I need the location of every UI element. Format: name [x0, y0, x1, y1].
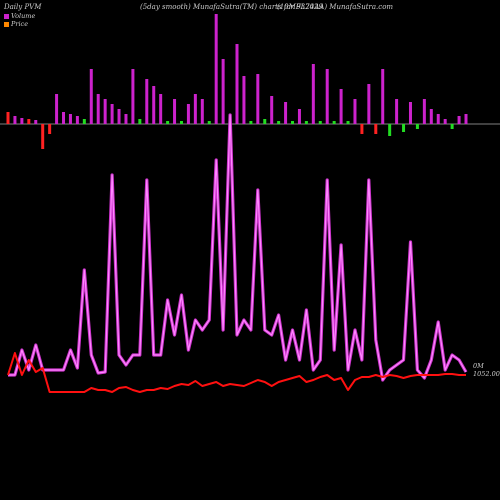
volume-bar: [214, 14, 218, 124]
volume-bar: [20, 118, 24, 124]
volume-bar: [367, 84, 371, 124]
header-center-right: (10MFL24AA) MunafaSutra.com: [277, 3, 394, 11]
volume-bar: [89, 69, 93, 124]
volume-bar: [402, 124, 406, 132]
volume-bar: [13, 116, 17, 124]
volume-axis-label: 0M: [473, 362, 484, 370]
volume-bar: [200, 99, 204, 124]
volume-line-inner: [8, 114, 467, 381]
volume-bar: [291, 121, 295, 124]
volume-bar: [429, 109, 433, 124]
volume-bar: [353, 99, 357, 124]
volume-bar: [193, 94, 197, 124]
volume-bar: [284, 102, 288, 124]
volume-bar: [374, 124, 378, 134]
volume-bar: [381, 69, 385, 124]
volume-bar: [34, 120, 38, 124]
volume-bar: [422, 99, 426, 124]
volume-bar: [395, 99, 399, 124]
volume-bar: [145, 79, 149, 124]
volume-bar: [464, 114, 468, 124]
volume-bar: [332, 121, 336, 124]
volume-bar: [311, 64, 315, 124]
volume-bar: [270, 96, 274, 124]
volume-bar: [55, 94, 59, 124]
legend-price: Price: [4, 20, 28, 28]
volume-bar: [304, 121, 308, 124]
legend-volume-label: Volume: [11, 12, 36, 20]
volume-bar: [68, 114, 72, 124]
volume-bar: [249, 121, 253, 124]
volume-bar: [179, 121, 183, 124]
volume-bar: [207, 121, 211, 124]
volume-bar: [325, 69, 329, 124]
volume-bar: [235, 44, 239, 124]
volume-bar: [277, 121, 281, 124]
volume-bar: [443, 119, 447, 124]
legend-price-swatch: [4, 21, 9, 27]
volume-bar: [263, 119, 267, 124]
volume-bar: [159, 94, 163, 124]
volume-bar: [297, 109, 301, 124]
volume-bar: [186, 104, 190, 124]
volume-bar: [27, 119, 31, 124]
volume-bar: [346, 121, 350, 124]
volume-bar: [75, 116, 79, 124]
volume-bar: [6, 112, 10, 124]
volume-bar: [110, 104, 114, 124]
volume-bar: [124, 114, 128, 124]
volume-line-outer: [8, 113, 468, 382]
header-left: Daily PVM: [4, 3, 42, 11]
price-axis-label: 1052.00: [473, 370, 500, 378]
volume-bar: [436, 114, 440, 124]
legend-price-label: Price: [11, 20, 29, 28]
volume-bar: [96, 94, 100, 124]
volume-bar: [103, 99, 107, 124]
volume-bar: [450, 124, 454, 129]
legend-volume-swatch: [4, 13, 9, 19]
volume-bar: [131, 69, 135, 124]
price-line: [7, 352, 466, 393]
volume-bar: [242, 76, 246, 124]
volume-bar: [221, 59, 225, 124]
volume-bar: [41, 124, 45, 149]
volume-bar: [173, 99, 177, 124]
volume-bar: [318, 121, 322, 124]
header-center-left: (5day smooth) MunafaSutra(TM) charts for…: [140, 3, 323, 11]
volume-bar: [388, 124, 392, 136]
volume-bar: [256, 74, 260, 124]
legend-volume: Volume: [4, 12, 35, 20]
volume-bar: [82, 119, 86, 124]
volume-bar: [48, 124, 52, 134]
volume-bar: [360, 124, 364, 134]
volume-bar: [457, 116, 461, 124]
volume-bar: [152, 86, 156, 124]
volume-bar: [166, 121, 170, 124]
volume-bar: [117, 109, 121, 124]
volume-bar: [408, 102, 412, 124]
volume-bar: [339, 89, 343, 124]
volume-bar: [62, 112, 66, 124]
volume-bar: [138, 119, 142, 124]
volume-bar: [415, 124, 419, 129]
